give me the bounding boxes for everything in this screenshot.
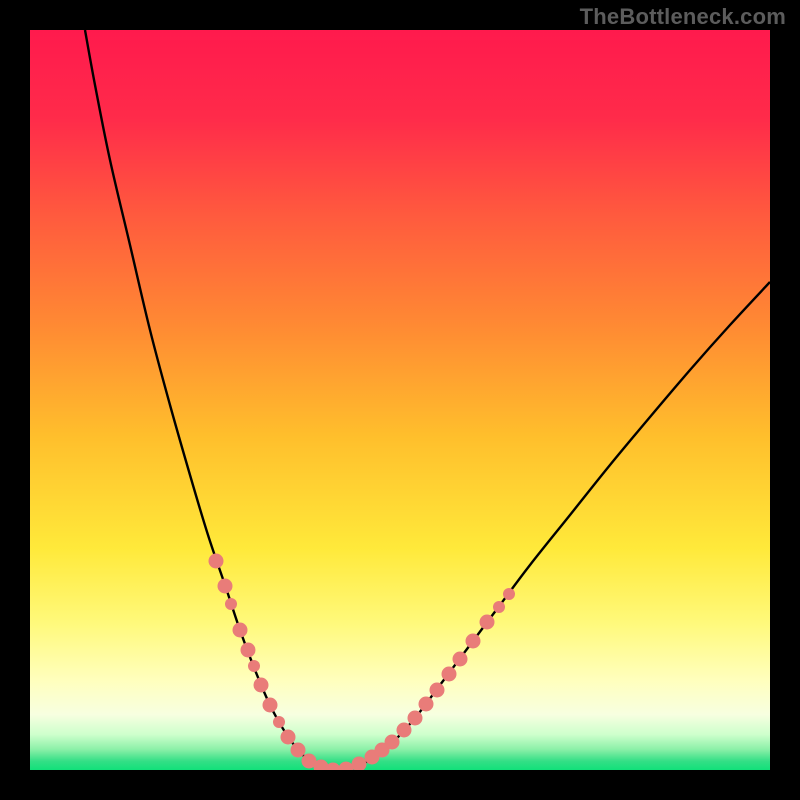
- watermark-text: TheBottleneck.com: [580, 4, 786, 30]
- gradient-background: [30, 30, 770, 770]
- data-point: [263, 698, 278, 713]
- data-point: [254, 678, 269, 693]
- data-point: [233, 623, 248, 638]
- data-point: [442, 667, 457, 682]
- data-point: [291, 743, 306, 758]
- v-curve-chart: [30, 30, 770, 770]
- data-point: [453, 652, 468, 667]
- data-point: [503, 588, 515, 600]
- plot-area: [30, 30, 770, 770]
- data-point: [218, 579, 233, 594]
- data-point: [385, 735, 400, 750]
- data-point: [225, 598, 237, 610]
- data-point: [397, 723, 412, 738]
- data-point: [281, 730, 296, 745]
- data-point: [430, 683, 445, 698]
- data-point: [480, 615, 495, 630]
- data-point: [493, 601, 505, 613]
- chart-frame: TheBottleneck.com: [0, 0, 800, 800]
- data-point: [466, 634, 481, 649]
- data-point: [419, 697, 434, 712]
- data-point: [209, 554, 224, 569]
- data-point: [241, 643, 256, 658]
- data-point: [273, 716, 285, 728]
- data-point: [408, 711, 423, 726]
- data-point: [248, 660, 260, 672]
